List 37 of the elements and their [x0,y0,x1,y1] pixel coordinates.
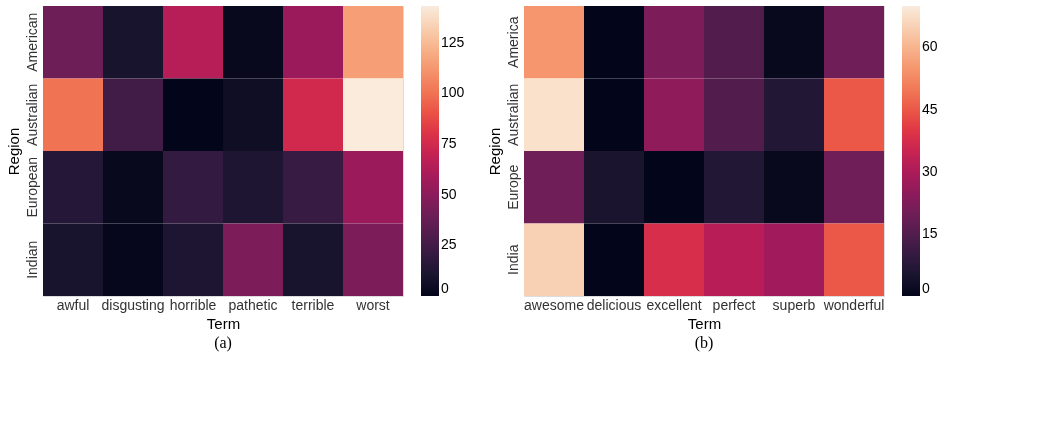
color-bar-label: 100 [441,84,465,101]
x-tick-label: delicious [586,296,642,313]
x-tick-label: worst [355,296,390,313]
x-tick-label: horrible [169,296,217,313]
x-tick-label: perfect [712,296,756,313]
x-axis-title: Term [687,314,722,332]
x-tick-label: superb [772,296,816,313]
x-tick-label: terrible [291,296,335,313]
color-bar-label: 45 [922,100,938,117]
y-tick-label: European [23,156,40,218]
y-tick-label: Indian [23,240,40,279]
color-bar-label: 50 [441,185,457,202]
y-tick-label: Australian [23,83,40,146]
x-tick-label: wonderful [822,296,885,313]
color-bar-label: 0 [441,280,449,296]
y-axis-title: Region [4,127,22,176]
x-axis-title: Term [206,314,241,332]
y-tick-label: Australian [504,83,521,146]
x-tick-label: pathetic [228,296,278,313]
color-bar-label: 75 [441,134,457,151]
color-bar-label: 30 [922,162,938,179]
x-tick-label: awesome [524,296,585,313]
y-tick-label: American [23,12,40,72]
y-tick-label: India [504,244,521,275]
color-bar-label: 25 [441,236,457,253]
color-bar-label: 125 [441,33,465,50]
color-bar-label: 60 [922,38,938,55]
text: (b) [694,334,714,352]
x-tick-label: disgusting [101,296,165,313]
y-tick-label: America [504,16,521,68]
color-bar-label: 0 [922,280,930,296]
x-tick-label: awful [56,296,90,313]
text: (a) [214,334,232,352]
y-axis-title: Region [485,127,503,176]
x-tick-label: excellent [646,296,702,313]
color-bar-label: 15 [922,224,938,241]
y-tick-label: Europe [504,164,521,210]
